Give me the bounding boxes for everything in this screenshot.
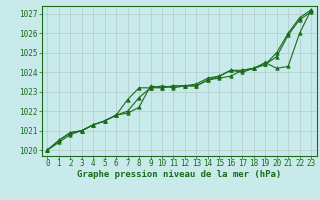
- X-axis label: Graphe pression niveau de la mer (hPa): Graphe pression niveau de la mer (hPa): [77, 170, 281, 179]
